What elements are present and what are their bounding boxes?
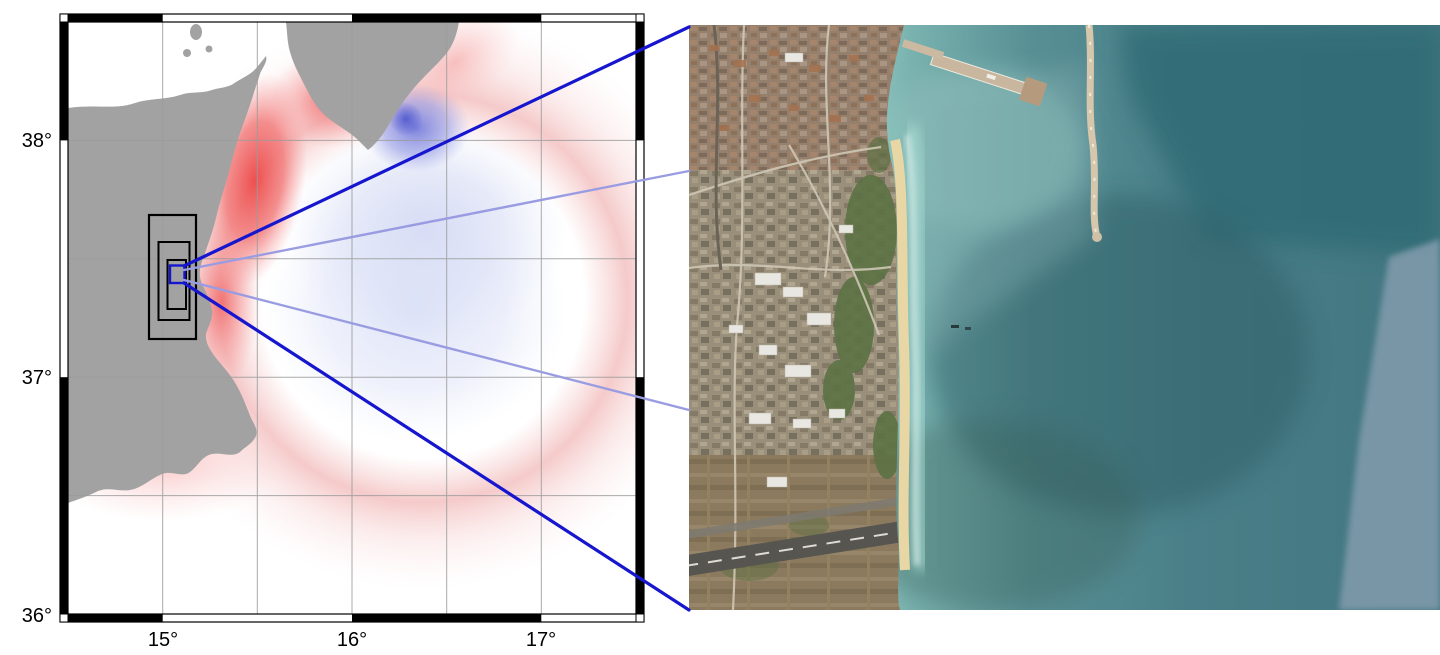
inset-box-outer <box>147 213 198 341</box>
sat-surf-line <box>905 134 919 566</box>
wave-purple-core <box>389 102 423 136</box>
inset-boxes <box>147 213 198 341</box>
inset-box-target <box>168 264 186 285</box>
sat-industrial-buildings <box>728 52 854 488</box>
sat-harbor-piers <box>901 25 1102 330</box>
sat-city-blocks <box>709 45 874 131</box>
sat-boat-1 <box>951 325 959 328</box>
connector-dark-top <box>182 25 691 268</box>
connector-dark-bottom <box>182 281 691 612</box>
sat-boat-2 <box>965 327 971 330</box>
island-aeolian-1 <box>190 24 202 40</box>
connector-lines <box>182 25 691 612</box>
sat-roads <box>689 25 892 610</box>
frame-black-segments <box>60 14 644 622</box>
sat-airport <box>689 486 904 578</box>
lat-label-37: 37° <box>22 367 52 389</box>
connector-light-top <box>182 169 691 272</box>
sat-pier-stub <box>901 39 945 60</box>
sat-breakwater-highlights <box>1088 25 1098 238</box>
sat-sea-deep-topright <box>1119 25 1440 255</box>
island-aeolian-3 <box>205 45 213 53</box>
sat-runway <box>689 504 904 578</box>
axis-labels: 38° 37° 36° 15° 16° 17° <box>22 130 556 651</box>
satellite-inset <box>689 25 1440 610</box>
land-calabria <box>285 22 459 150</box>
lon-label-15: 15° <box>148 629 178 651</box>
connector-light-bottom <box>182 278 691 412</box>
map-frame <box>59 13 645 623</box>
sat-breakwater-head <box>1092 232 1102 242</box>
lon-label-17: 17° <box>526 629 556 651</box>
sat-railway <box>712 25 723 271</box>
lon-label-16: 16° <box>337 629 367 651</box>
sat-beach <box>890 138 910 571</box>
frame-corner-squares <box>59 13 645 623</box>
lat-label-36: 36° <box>22 605 52 627</box>
sat-moored-ship <box>986 73 997 81</box>
overview-map: 38° 37° 36° 15° 16° 17° <box>22 13 645 651</box>
lat-label-38: 38° <box>22 130 52 152</box>
sat-taxiway <box>689 486 904 541</box>
island-aeolian-2 <box>183 49 191 57</box>
wave-blue-lobe-lower <box>263 178 567 442</box>
sat-pier-head <box>1018 76 1048 107</box>
sat-runway-centerline <box>689 514 904 568</box>
sat-sea-far-band <box>1339 239 1440 610</box>
sat-nearshore-cyan <box>904 123 928 571</box>
sat-harbor-basin <box>904 65 1094 355</box>
